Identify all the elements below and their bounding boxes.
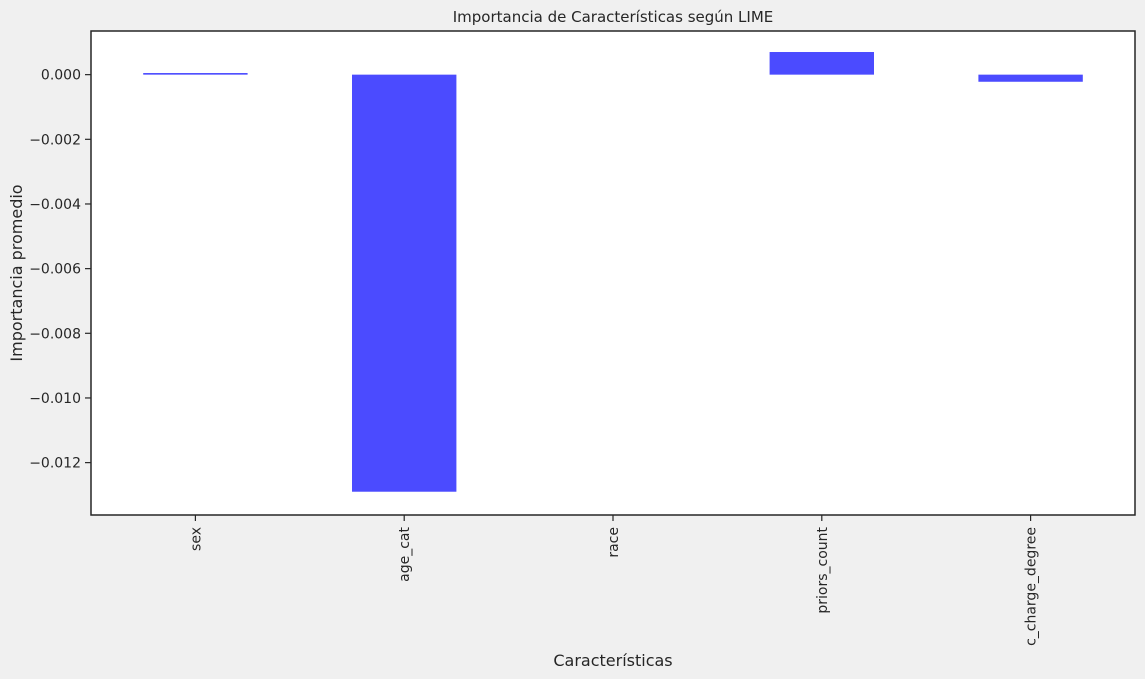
x-tick-label: age_cat bbox=[397, 527, 413, 582]
x-tick-label: priors_count bbox=[815, 527, 831, 614]
y-tick-label: −0.008 bbox=[29, 326, 81, 342]
x-axis-ticks: sex age_cat race priors_count c_charge_degre… bbox=[188, 515, 1040, 646]
plot-area bbox=[90, 30, 1136, 516]
x-tick-label: c_charge_degree bbox=[1024, 527, 1040, 646]
y-tick-label: −0.012 bbox=[29, 456, 81, 472]
bar-sex bbox=[143, 73, 248, 75]
bars-group bbox=[143, 52, 1083, 492]
y-tick-label: 0.000 bbox=[41, 68, 81, 84]
y-axis-label: Importancia promedio bbox=[7, 184, 26, 361]
chart-title: Importancia de Características según LIM… bbox=[453, 8, 774, 26]
bar-c_charge_degree bbox=[978, 74, 1083, 82]
x-axis-label: Características bbox=[553, 651, 672, 670]
y-tick-label: −0.004 bbox=[29, 197, 81, 213]
y-tick-label: −0.010 bbox=[29, 391, 81, 407]
y-tick-label: −0.006 bbox=[29, 262, 81, 278]
y-tick-label: −0.002 bbox=[29, 132, 81, 148]
x-tick-label: sex bbox=[188, 527, 204, 551]
y-axis-ticks: 0.000 −0.002 −0.004 −0.006 −0.008 −0.010 −0.01… bbox=[29, 68, 91, 472]
bar-age_cat bbox=[352, 74, 457, 492]
x-tick-label: race bbox=[606, 527, 622, 558]
bar-priors_count bbox=[769, 52, 874, 75]
